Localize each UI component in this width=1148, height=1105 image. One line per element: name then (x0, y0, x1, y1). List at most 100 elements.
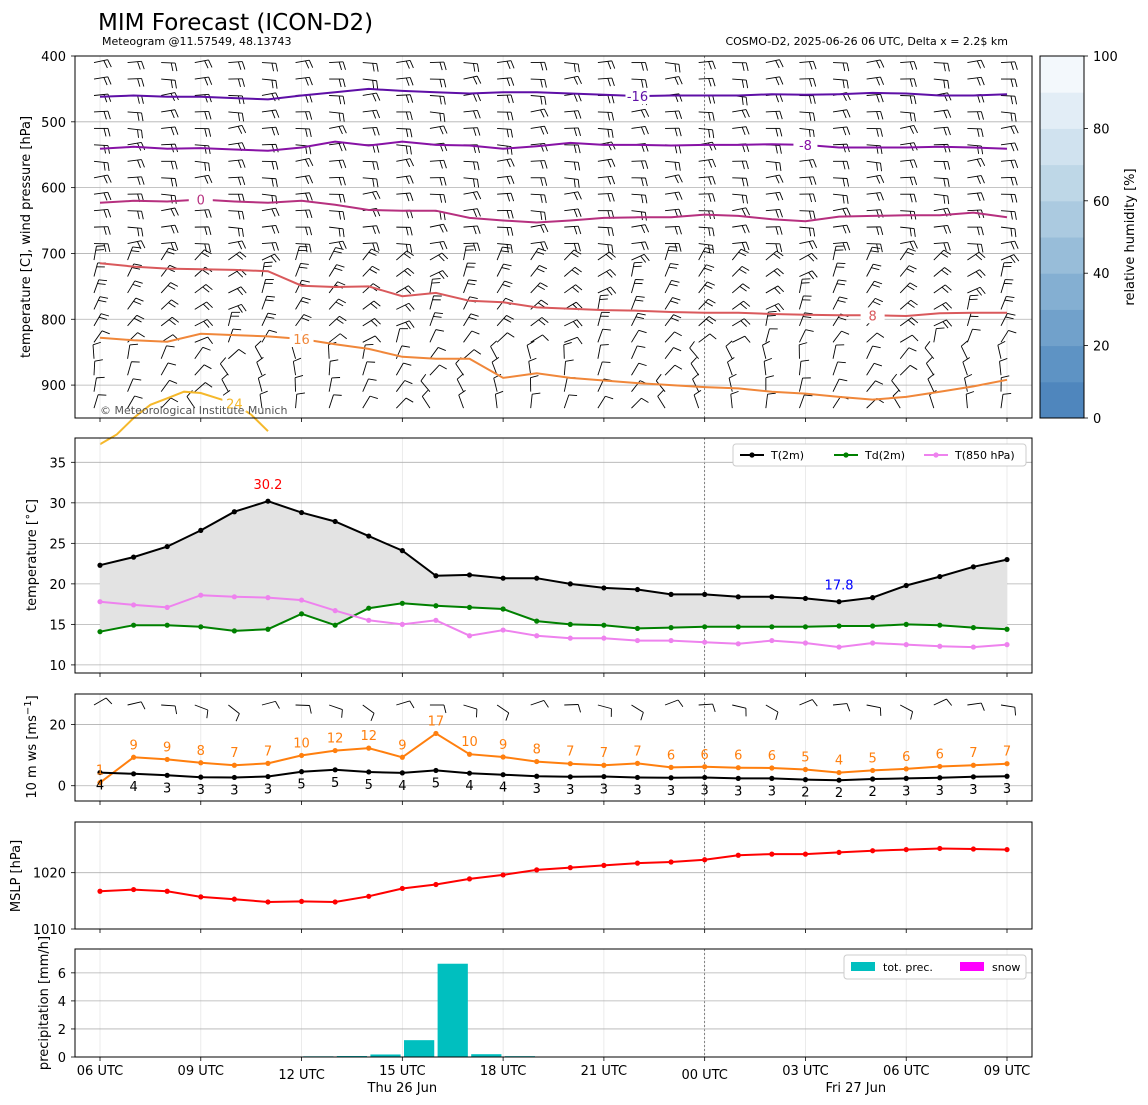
wind-barb (494, 390, 504, 409)
wind-barb (664, 347, 682, 360)
data-point (466, 572, 473, 578)
data-point (870, 848, 876, 854)
wind-barb (261, 177, 278, 187)
wind-barb (396, 77, 414, 86)
wind-barb (933, 109, 952, 119)
wind-barb (160, 299, 179, 310)
upper-air-frame (74, 55, 1033, 419)
wind-barb (631, 345, 646, 359)
wind-barb (866, 59, 885, 69)
wind-barb (664, 246, 678, 261)
wind-barb (664, 331, 682, 343)
figure-title: MIM Forecast (ICON-D2) (98, 10, 373, 36)
data-point (601, 622, 607, 628)
wind-barb (127, 343, 139, 359)
wind-barb (396, 175, 414, 185)
wind-barb (1000, 279, 1014, 294)
data-point (366, 617, 372, 623)
wind-barb (597, 269, 617, 278)
wind-barb (362, 378, 377, 392)
wind-barb (161, 126, 179, 136)
wind-barb (631, 312, 646, 327)
wind-barb (261, 78, 278, 89)
wind-barb (665, 127, 682, 137)
colorbar-cell (1040, 92, 1084, 129)
wind-barb (732, 177, 749, 187)
wind-barb (396, 397, 414, 409)
data-point (937, 622, 943, 628)
data-point (164, 543, 170, 550)
wind-barb (1000, 704, 1016, 716)
data-point (298, 509, 305, 516)
wind-barb (396, 285, 415, 294)
wind-barb (698, 226, 715, 237)
data-point (130, 554, 137, 560)
legend-marker (843, 452, 849, 458)
wind-barb (564, 127, 581, 137)
wind-barb (92, 341, 102, 359)
upper-air-y-ticks: 400 500 600 700 800 900 (41, 50, 75, 394)
wind-barb (329, 226, 345, 238)
colorbar-cell (1040, 200, 1084, 238)
wind-barb (362, 343, 374, 359)
colorbar-cell (1040, 381, 1084, 419)
wind-barb (127, 701, 146, 710)
wind-barb (967, 157, 986, 167)
data-point (500, 772, 506, 778)
wind-barb (698, 247, 714, 261)
wind-barb (194, 319, 214, 328)
precipitation-legend: tot. prec. snow (843, 954, 1027, 980)
wind-barb (429, 61, 447, 71)
data-point (836, 599, 842, 605)
data-point (937, 763, 943, 770)
wind-barb (329, 78, 346, 88)
wind-barb (497, 60, 515, 70)
gust-label: 8 (533, 743, 541, 758)
wind-barb (597, 344, 609, 359)
wind-barb (328, 298, 347, 310)
wind-barb (295, 226, 312, 236)
precip-bar (370, 1054, 401, 1057)
wind-barb (631, 160, 649, 170)
data-point (702, 624, 708, 630)
speed-label: 4 (465, 779, 473, 794)
speed-label: 2 (868, 785, 876, 800)
wind-barb (564, 177, 580, 188)
data-point (735, 624, 741, 630)
wind-barb (731, 300, 751, 310)
colorbar-cell (1040, 309, 1084, 347)
data-point (433, 603, 439, 609)
data-point (433, 617, 439, 623)
mslp-y-label: MSLP [hPa] (9, 840, 24, 912)
wind-barb (160, 316, 179, 327)
data-point (534, 618, 540, 624)
gust-label: 6 (902, 750, 910, 765)
data-point (265, 773, 271, 780)
time-tick-label: 15 UTC (379, 1064, 425, 1079)
series-line (99, 732, 1008, 784)
data-point (97, 599, 103, 605)
wind-barb (463, 191, 482, 200)
speed-label: 4 (398, 779, 406, 794)
wind-barb (530, 95, 547, 105)
legend-label: Td(2m) (864, 449, 905, 462)
wind-barb (799, 377, 811, 392)
data-point (97, 888, 103, 894)
wind-barb (530, 108, 549, 118)
data-point (802, 640, 809, 646)
wind-barb (127, 297, 144, 310)
wind-barb (597, 193, 615, 202)
wind-barb (866, 263, 882, 277)
wind-barb (732, 335, 751, 343)
wind-barb (497, 127, 513, 138)
wind-barb (866, 174, 885, 184)
wind-barb (329, 704, 343, 718)
legend-marker (749, 452, 755, 458)
wind-barb (328, 333, 347, 343)
data-point (735, 775, 741, 781)
data-point (332, 899, 338, 905)
wind-barb (933, 302, 952, 311)
wind-barb (832, 378, 848, 392)
wind-barb (933, 78, 950, 89)
wind-barb (429, 278, 441, 294)
